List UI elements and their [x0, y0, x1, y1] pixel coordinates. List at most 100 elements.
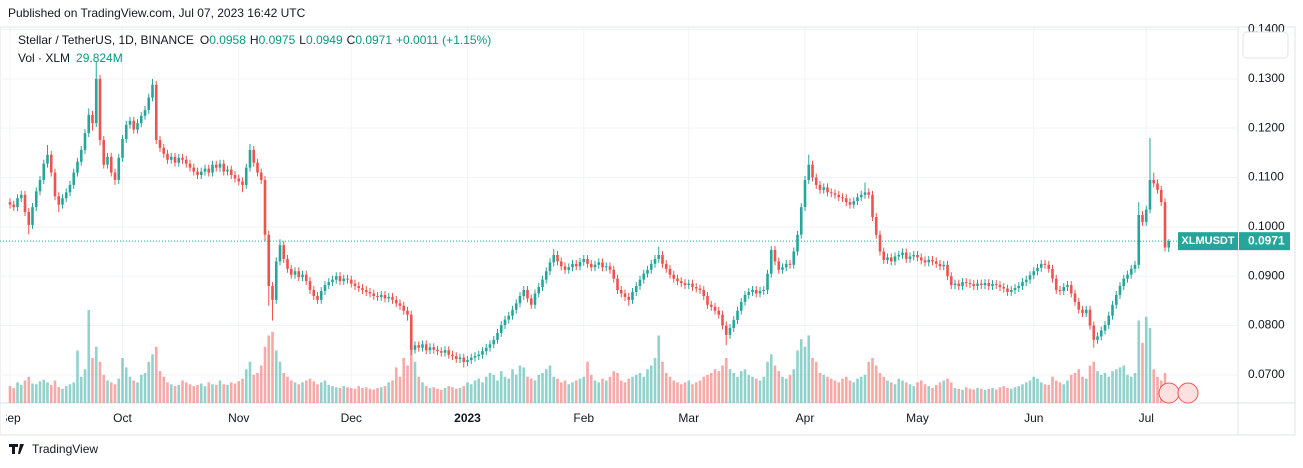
candle-body	[649, 263, 653, 270]
volume-bar	[784, 378, 788, 403]
candle-body	[1096, 336, 1099, 340]
volume-bar	[252, 374, 256, 403]
candle-body	[364, 290, 368, 292]
candle-body	[256, 162, 259, 173]
volume-bar	[961, 389, 964, 403]
volume-bar	[949, 382, 953, 403]
candle-body	[1156, 183, 1159, 190]
volume-bar	[421, 382, 424, 403]
candle-body	[338, 276, 342, 282]
volume-bar	[679, 384, 683, 403]
volume-bar	[994, 389, 998, 403]
volume-bar	[796, 350, 799, 403]
volume-bar	[889, 382, 893, 403]
candle-body	[398, 303, 402, 306]
volume-bar	[1111, 371, 1114, 403]
volume-bar	[297, 384, 301, 403]
volume-bar	[184, 382, 188, 403]
volume-bar	[1017, 386, 1021, 403]
volume-bar	[1006, 388, 1009, 403]
candle-body	[1122, 278, 1126, 287]
published-note: Published on TradingView.com, Jul 07, 20…	[8, 6, 306, 20]
candle-body	[754, 290, 758, 294]
candle-body	[548, 262, 552, 272]
candle-body	[837, 194, 841, 198]
volume-bar	[46, 382, 49, 403]
candle-body	[814, 177, 818, 185]
volume-bar	[1152, 369, 1156, 403]
volume-bar	[177, 385, 181, 403]
candle-body	[169, 156, 173, 160]
volume-bar	[229, 382, 233, 403]
x-tick-label: Jul	[1139, 411, 1154, 425]
candles	[0, 61, 1238, 368]
candle-body	[589, 263, 593, 268]
volume-bar	[331, 386, 334, 403]
volume-bar	[188, 384, 192, 403]
volume-bar	[323, 380, 327, 403]
candle-body	[961, 282, 964, 287]
volume-bar	[912, 386, 916, 403]
event-icon[interactable]	[1177, 382, 1199, 404]
volume-bar	[589, 374, 593, 403]
candle-body	[788, 263, 792, 265]
legend: Stellar / TetherUS, 1D, BINANCE O0.0958 H0…	[18, 33, 491, 47]
candle-body	[983, 283, 987, 286]
candle-body	[218, 163, 222, 168]
volume-bar	[319, 382, 323, 403]
volume-bar	[1081, 376, 1084, 403]
volume-bar	[724, 358, 728, 403]
candle-body	[533, 293, 537, 305]
volume-bar	[957, 388, 961, 403]
candle-body	[222, 163, 226, 172]
y-tick-label: 0.1200	[1248, 120, 1285, 134]
event-icon[interactable]	[1158, 382, 1180, 404]
scale-button[interactable]	[1242, 31, 1289, 59]
volume-bar	[244, 369, 248, 403]
candle-body	[1129, 268, 1133, 275]
x-tick-label: Oct	[113, 411, 132, 425]
volume-bar	[338, 388, 342, 403]
volume-bar	[863, 374, 867, 403]
candle-body	[901, 252, 904, 255]
volume-bar	[428, 388, 432, 403]
candle-body	[484, 347, 488, 352]
candle-body	[113, 172, 117, 180]
candle-body	[462, 357, 466, 363]
volume-bar	[781, 376, 784, 403]
candle-body	[796, 234, 799, 252]
candle-body	[1054, 278, 1058, 291]
candle-body	[852, 201, 856, 205]
volume-bar	[672, 380, 676, 403]
volume-bar	[49, 385, 53, 403]
candle-body	[619, 290, 623, 294]
candle-body	[379, 294, 383, 297]
candle-body	[563, 266, 567, 270]
volume-bar	[604, 380, 608, 403]
candle-body	[383, 294, 387, 299]
candle-body	[927, 259, 931, 263]
volume-bar	[874, 365, 878, 403]
volume-bar	[1107, 376, 1111, 403]
volume-bar	[218, 380, 222, 403]
candle-body	[661, 254, 664, 264]
candle-body	[271, 286, 274, 300]
volume-bar	[94, 346, 98, 403]
volume-legend: Vol · XLM 29.824M	[18, 51, 123, 65]
volume-bar	[743, 369, 747, 403]
volume-bar	[181, 380, 184, 403]
candle-body	[638, 279, 642, 287]
candle-body	[979, 283, 983, 286]
candle-body	[226, 169, 229, 172]
volume-bar	[327, 385, 331, 403]
volume-bar	[953, 388, 957, 403]
volume-bar	[256, 373, 259, 403]
candle-body	[503, 319, 507, 326]
volume-bar	[192, 386, 196, 403]
volume-bar	[391, 380, 394, 403]
candle-body	[199, 171, 203, 176]
volume-bar	[799, 339, 803, 403]
candle-body	[593, 264, 597, 268]
candle-body	[158, 140, 162, 148]
